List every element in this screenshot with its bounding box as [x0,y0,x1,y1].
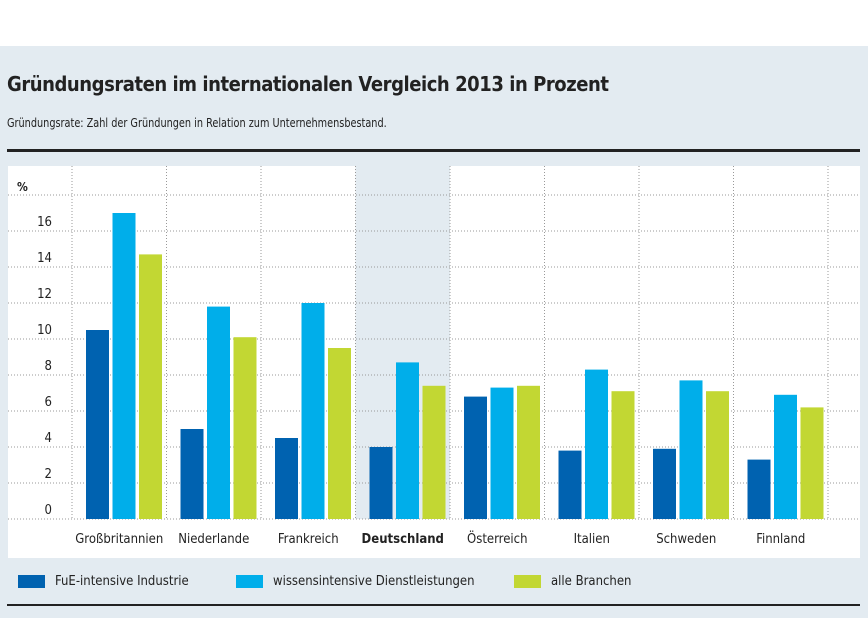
legend-item-0: FuE-intensive Industrie [18,574,189,589]
bar [422,385,446,519]
x-tick-label: Schweden [656,532,716,547]
legend-label: FuE-intensive Industrie [55,574,189,589]
bottom-rule [7,604,860,606]
bar [490,387,514,519]
bar-chart: 0 2 4 6 8 10 12 14 16% Großbritannien Niederlande F… [8,166,860,558]
y-tick-label: 6 [45,395,52,410]
legend-swatch [514,575,541,588]
bar [86,330,109,519]
bar [706,391,729,519]
bar [800,407,824,519]
y-tick-label: 0 [45,503,52,518]
legend-label: alle Branchen [551,574,632,589]
bar [774,394,797,519]
bar [112,213,136,519]
bar [369,447,393,519]
x-tick-label: Finnland [756,532,805,547]
x-tick-label: Niederlande [178,532,249,547]
top-rule [7,149,860,152]
chart-title: Gründungsraten im internationalen Vergle… [7,72,609,96]
y-tick-label: 2 [45,467,52,482]
legend-item-1: wissensintensive Dienstleistungen [236,574,475,589]
bar [679,380,703,519]
x-tick-label: Frankreich [278,532,339,547]
legend-swatch [236,575,263,588]
y-tick-label: 12 [37,287,52,302]
y-tick-label: 8 [45,359,52,374]
bar [611,391,635,519]
bar [275,438,298,519]
x-tick-label: Großbritannien [75,532,163,547]
y-tick-label: 4 [45,431,52,446]
bar [585,369,608,519]
bar [301,303,325,519]
bar [558,450,582,519]
bar [747,459,771,519]
chart-subtitle: Gründungsrate: Zahl der Gründungen in Re… [7,116,387,130]
x-tick-label: Italien [574,532,610,547]
y-tick-label: 10 [37,323,52,338]
legend-swatch [18,575,45,588]
bar [517,385,540,519]
bar [328,348,351,519]
x-tick-label: Österreich [467,530,527,547]
bar [139,254,162,519]
bar [180,429,204,519]
x-tick-label: Deutschland [362,532,444,547]
y-tick-label: 14 [37,251,52,266]
bar [207,306,230,519]
y-tick-label: 16 [37,215,52,230]
y-axis-label: % [17,180,28,194]
bar [464,396,487,519]
bar [396,362,419,519]
legend-label: wissensintensive Dienstleistungen [273,574,475,589]
bar [653,448,676,519]
legend-item-2: alle Branchen [514,574,631,589]
bar [233,337,257,519]
